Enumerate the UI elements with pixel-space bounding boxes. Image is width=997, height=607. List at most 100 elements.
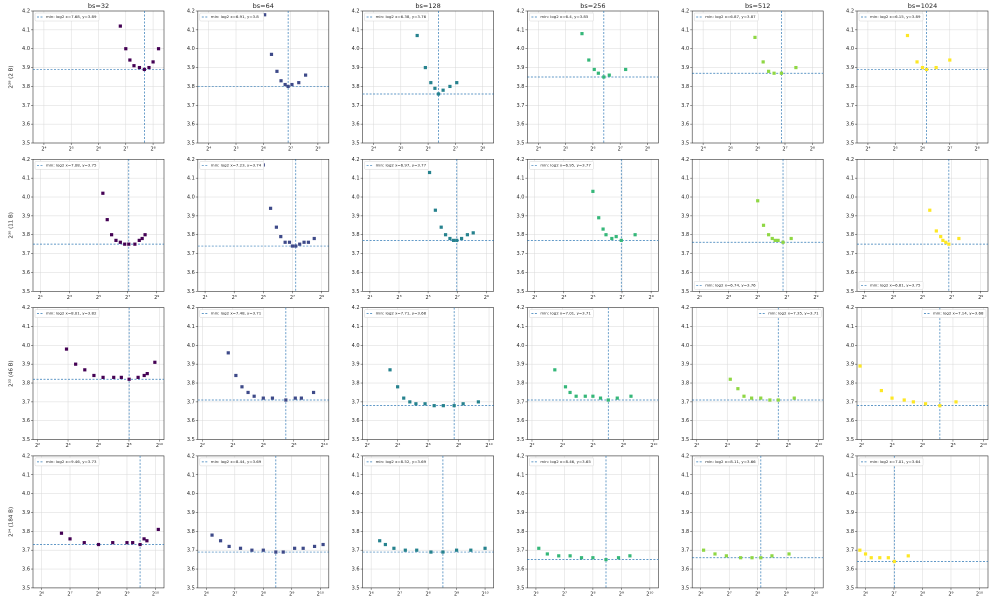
x-tick-label: 2³ bbox=[67, 295, 72, 301]
x-tick-label: 2⁴ bbox=[230, 443, 235, 449]
y-tick-label: 4.0 bbox=[846, 343, 854, 349]
x-tick-label: 2⁹ bbox=[319, 295, 324, 301]
y-tick-label: 3.6 bbox=[846, 567, 854, 573]
point bbox=[283, 240, 287, 244]
y-tick-label: 3.5 bbox=[516, 141, 524, 147]
legend-box bbox=[529, 161, 594, 170]
x-tick-label: 2⁷ bbox=[727, 591, 732, 597]
x-tick-label: 2¹⁰ bbox=[321, 443, 328, 449]
point bbox=[101, 191, 105, 195]
x-tick-label: 2⁷ bbox=[232, 591, 237, 597]
y-tick-label: 3.9 bbox=[187, 213, 195, 219]
point bbox=[461, 402, 465, 406]
point bbox=[471, 231, 475, 235]
axes-frame bbox=[362, 455, 494, 589]
y-tick-label: 4.1 bbox=[352, 324, 360, 330]
legend-label: min: log2 x=6.95, y=3.77 bbox=[540, 162, 591, 167]
point bbox=[580, 32, 584, 36]
legend-box bbox=[34, 12, 100, 22]
point bbox=[944, 240, 948, 244]
point bbox=[759, 556, 763, 560]
subplot-title: bs=512 bbox=[745, 2, 770, 10]
y-tick-label: 3.8 bbox=[846, 381, 854, 387]
y-tick-label: 4.2 bbox=[352, 453, 360, 459]
point bbox=[601, 227, 605, 231]
x-tick-label: 2⁹ bbox=[454, 591, 459, 597]
point bbox=[392, 546, 396, 550]
point bbox=[290, 82, 294, 87]
y-tick-label: 3.8 bbox=[187, 529, 195, 535]
axes-frame bbox=[362, 159, 494, 292]
point bbox=[787, 552, 791, 556]
axes-frame bbox=[691, 455, 824, 589]
point bbox=[761, 223, 766, 227]
y-tick-label: 3.5 bbox=[187, 289, 195, 295]
point bbox=[138, 542, 142, 547]
point bbox=[770, 554, 774, 558]
legend-box bbox=[694, 457, 759, 467]
x-tick-label: 2⁵ bbox=[69, 147, 74, 153]
y-tick-label: 3.9 bbox=[681, 362, 689, 368]
point bbox=[423, 402, 427, 406]
y-tick-label: 3.5 bbox=[352, 141, 360, 147]
y-tick-label: 4.0 bbox=[187, 491, 195, 497]
x-tick-label: 2⁷ bbox=[453, 147, 458, 153]
point bbox=[123, 242, 127, 246]
point bbox=[82, 541, 86, 545]
y-tick-label: 3.6 bbox=[846, 270, 854, 276]
y-tick-label: 4.0 bbox=[352, 343, 360, 349]
point bbox=[83, 368, 87, 372]
x-tick-label: 2⁸ bbox=[126, 443, 131, 449]
y-tick-label: 4.2 bbox=[516, 453, 524, 459]
y-tick-label: 3.8 bbox=[187, 232, 195, 238]
x-tick-label: 2⁵ bbox=[426, 295, 431, 301]
x-tick-label: 2⁸ bbox=[291, 443, 296, 449]
point bbox=[454, 548, 459, 552]
y-tick-label: 4.2 bbox=[516, 157, 524, 163]
point bbox=[268, 206, 273, 210]
point bbox=[583, 394, 587, 398]
y-tick-label: 3.8 bbox=[681, 381, 689, 387]
point bbox=[147, 65, 151, 70]
point bbox=[604, 558, 608, 562]
x-tick-label: 2⁵ bbox=[398, 147, 403, 153]
point bbox=[890, 396, 894, 400]
y-tick-label: 4.2 bbox=[681, 157, 689, 163]
y-tick-label: 3.7 bbox=[187, 103, 195, 109]
y-tick-label: 3.7 bbox=[681, 548, 689, 554]
point bbox=[403, 548, 407, 552]
axes-frame bbox=[691, 10, 824, 144]
point bbox=[742, 394, 746, 398]
x-tick-label: 2¹ bbox=[202, 295, 207, 301]
point bbox=[226, 351, 230, 355]
point bbox=[101, 375, 105, 379]
point bbox=[429, 81, 433, 85]
point bbox=[768, 398, 772, 402]
x-tick-label: 2⁶ bbox=[755, 443, 760, 449]
axes-frame bbox=[32, 455, 165, 589]
y-tick-label: 3.5 bbox=[22, 289, 30, 295]
point bbox=[304, 73, 308, 77]
x-tick-label: 2⁶ bbox=[204, 591, 209, 597]
point bbox=[136, 375, 140, 379]
point bbox=[591, 394, 595, 398]
y-tick-label: 4.2 bbox=[187, 305, 195, 311]
point bbox=[414, 402, 418, 406]
y-tick-label: 4.1 bbox=[681, 472, 689, 478]
x-tick-label: 2⁶ bbox=[533, 591, 538, 597]
y-axis-label: 2³⁰ (11 B) bbox=[8, 212, 15, 238]
point bbox=[619, 238, 623, 242]
axes-frame bbox=[856, 159, 989, 292]
y-tick-label: 4.0 bbox=[516, 195, 524, 201]
y-tick-label: 3.7 bbox=[187, 251, 195, 257]
x-tick-label: 2³ bbox=[561, 295, 566, 301]
x-tick-label: 2¹⁰ bbox=[980, 443, 987, 449]
y-tick-label: 4.2 bbox=[846, 305, 854, 311]
x-tick-label: 2⁶ bbox=[261, 147, 266, 153]
x-tick-label: 2¹⁰ bbox=[646, 591, 653, 597]
y-tick-label: 3.5 bbox=[352, 585, 360, 591]
y-tick-label: 4.0 bbox=[22, 343, 30, 349]
x-tick-label: 2⁹ bbox=[978, 295, 983, 301]
point bbox=[284, 398, 288, 402]
point bbox=[261, 548, 265, 552]
